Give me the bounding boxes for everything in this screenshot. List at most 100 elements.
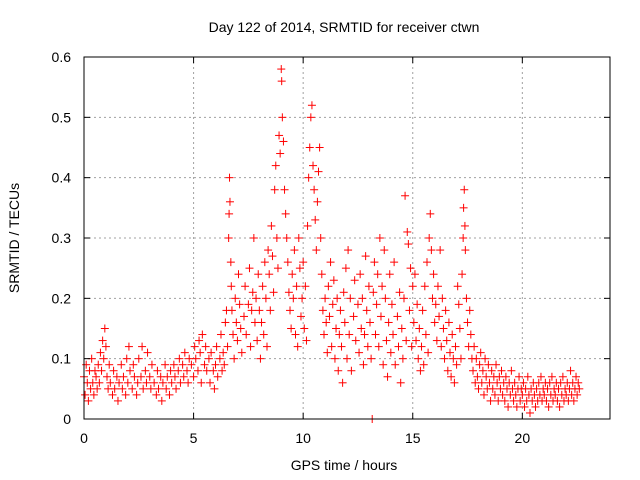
y-tick-label: 0.6: [52, 49, 72, 65]
data-point: [206, 378, 215, 387]
data-point: [142, 378, 151, 387]
x-axis-label: GPS time / hours: [291, 457, 398, 473]
data-point: [165, 390, 174, 399]
data-point: [260, 258, 269, 267]
data-point: [504, 402, 513, 411]
data-point: [247, 306, 256, 315]
data-point: [283, 258, 292, 267]
data-point: [143, 348, 152, 357]
data-point: [225, 173, 234, 182]
data-point: [295, 264, 304, 273]
x-tick-label: 0: [80, 430, 88, 446]
data-point: [344, 246, 353, 255]
data-point: [386, 348, 395, 357]
data-point: [180, 348, 189, 357]
data-point: [319, 330, 328, 339]
data-point: [225, 197, 234, 206]
data-point: [475, 360, 484, 369]
data-point: [289, 294, 298, 303]
data-point: [322, 318, 331, 327]
data-point: [460, 185, 469, 194]
data-point: [138, 342, 147, 351]
data-point: [490, 390, 499, 399]
data-point: [412, 336, 421, 345]
data-point: [197, 378, 206, 387]
data-point: [446, 348, 455, 357]
tick-labels: 0 0.1 0.2 0.3 0.4 0.5 0.6 0 5 10 15 20: [52, 49, 531, 446]
data-point: [391, 360, 400, 369]
data-point: [179, 372, 188, 381]
data-point: [146, 384, 155, 393]
data-point: [101, 342, 110, 351]
data-point: [94, 360, 103, 369]
data-point: [313, 197, 322, 206]
data-point: [121, 390, 130, 399]
data-point: [118, 384, 127, 393]
data-point: [265, 270, 274, 279]
data-point: [465, 306, 474, 315]
data-point: [404, 240, 413, 249]
data-point: [547, 372, 556, 381]
data-point: [281, 209, 290, 218]
data-point: [337, 342, 346, 351]
data-point: [366, 318, 375, 327]
data-point: [150, 378, 159, 387]
data-point: [531, 402, 540, 411]
data-point: [418, 306, 427, 315]
data-point: [209, 366, 218, 375]
data-point: [259, 330, 268, 339]
data-point: [161, 360, 170, 369]
data-point: [367, 354, 376, 363]
data-point: [277, 65, 286, 74]
data-point: [442, 336, 451, 345]
data-point: [89, 390, 98, 399]
data-point: [284, 288, 293, 297]
data-point: [233, 336, 242, 345]
data-point: [482, 372, 491, 381]
data-point: [466, 330, 475, 339]
y-tick-label: 0.1: [52, 351, 72, 367]
data-point: [512, 402, 521, 411]
data-point: [426, 209, 435, 218]
data-point: [141, 366, 150, 375]
data-point: [97, 366, 106, 375]
data-point: [458, 270, 467, 279]
data-point: [226, 258, 235, 267]
data-point: [300, 324, 309, 333]
data-point: [357, 324, 366, 333]
data-point: [288, 270, 297, 279]
data-point: [405, 306, 414, 315]
data-point: [248, 288, 257, 297]
data-point: [290, 246, 299, 255]
data-point: [229, 330, 238, 339]
data-point: [448, 330, 457, 339]
data-point: [191, 354, 200, 363]
data-point: [329, 276, 338, 285]
data-point: [122, 354, 131, 363]
data-point: [113, 396, 122, 405]
data-point: [296, 312, 305, 321]
data-point: [124, 342, 133, 351]
data-point: [303, 221, 312, 230]
data-point: [520, 402, 529, 411]
data-point: [311, 215, 320, 224]
data-point: [497, 366, 506, 375]
y-tick-label: 0.5: [52, 109, 72, 125]
data-point: [312, 246, 321, 255]
data-point: [176, 378, 185, 387]
data-point: [100, 324, 109, 333]
data-point: [378, 282, 387, 291]
data-point: [481, 354, 490, 363]
data-point: [486, 396, 495, 405]
data-point: [213, 372, 222, 381]
data-point: [373, 270, 382, 279]
data-point: [397, 324, 406, 333]
data-point: [381, 294, 390, 303]
data-point: [387, 300, 396, 309]
data-point: [200, 360, 209, 369]
data-point: [360, 330, 369, 339]
y-tick-label: 0.2: [52, 290, 72, 306]
data-point: [402, 336, 411, 345]
data-point: [492, 360, 501, 369]
